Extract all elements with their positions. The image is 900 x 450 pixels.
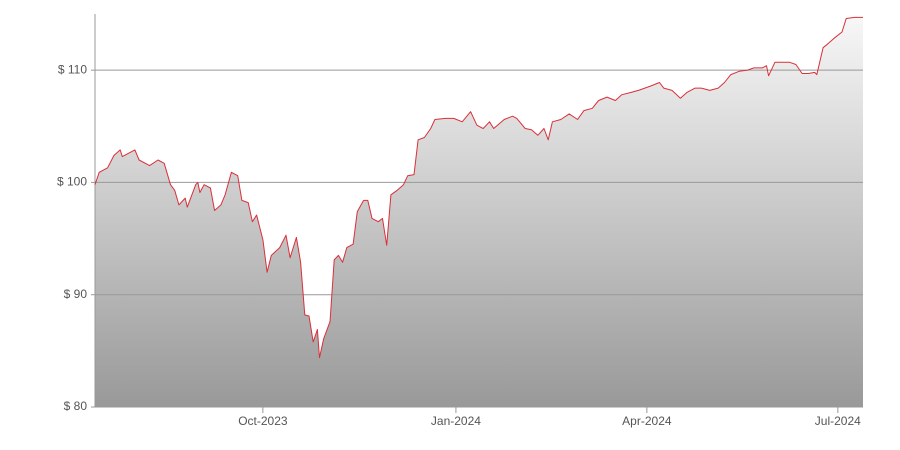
x-tick-label: Oct-2023	[238, 414, 288, 428]
y-tick-label: $ 80	[64, 399, 88, 413]
x-tick-label: Jul-2024	[815, 414, 861, 428]
area	[95, 17, 863, 408]
x-tick-label: Apr-2024	[622, 414, 672, 428]
y-tick-label: $ 90	[64, 287, 88, 301]
line	[94, 16, 863, 359]
y-tick-label: $ 110	[58, 62, 87, 76]
y-tick-label: $ 100	[57, 175, 87, 189]
x-tick-label: Jan-2024	[431, 414, 481, 428]
